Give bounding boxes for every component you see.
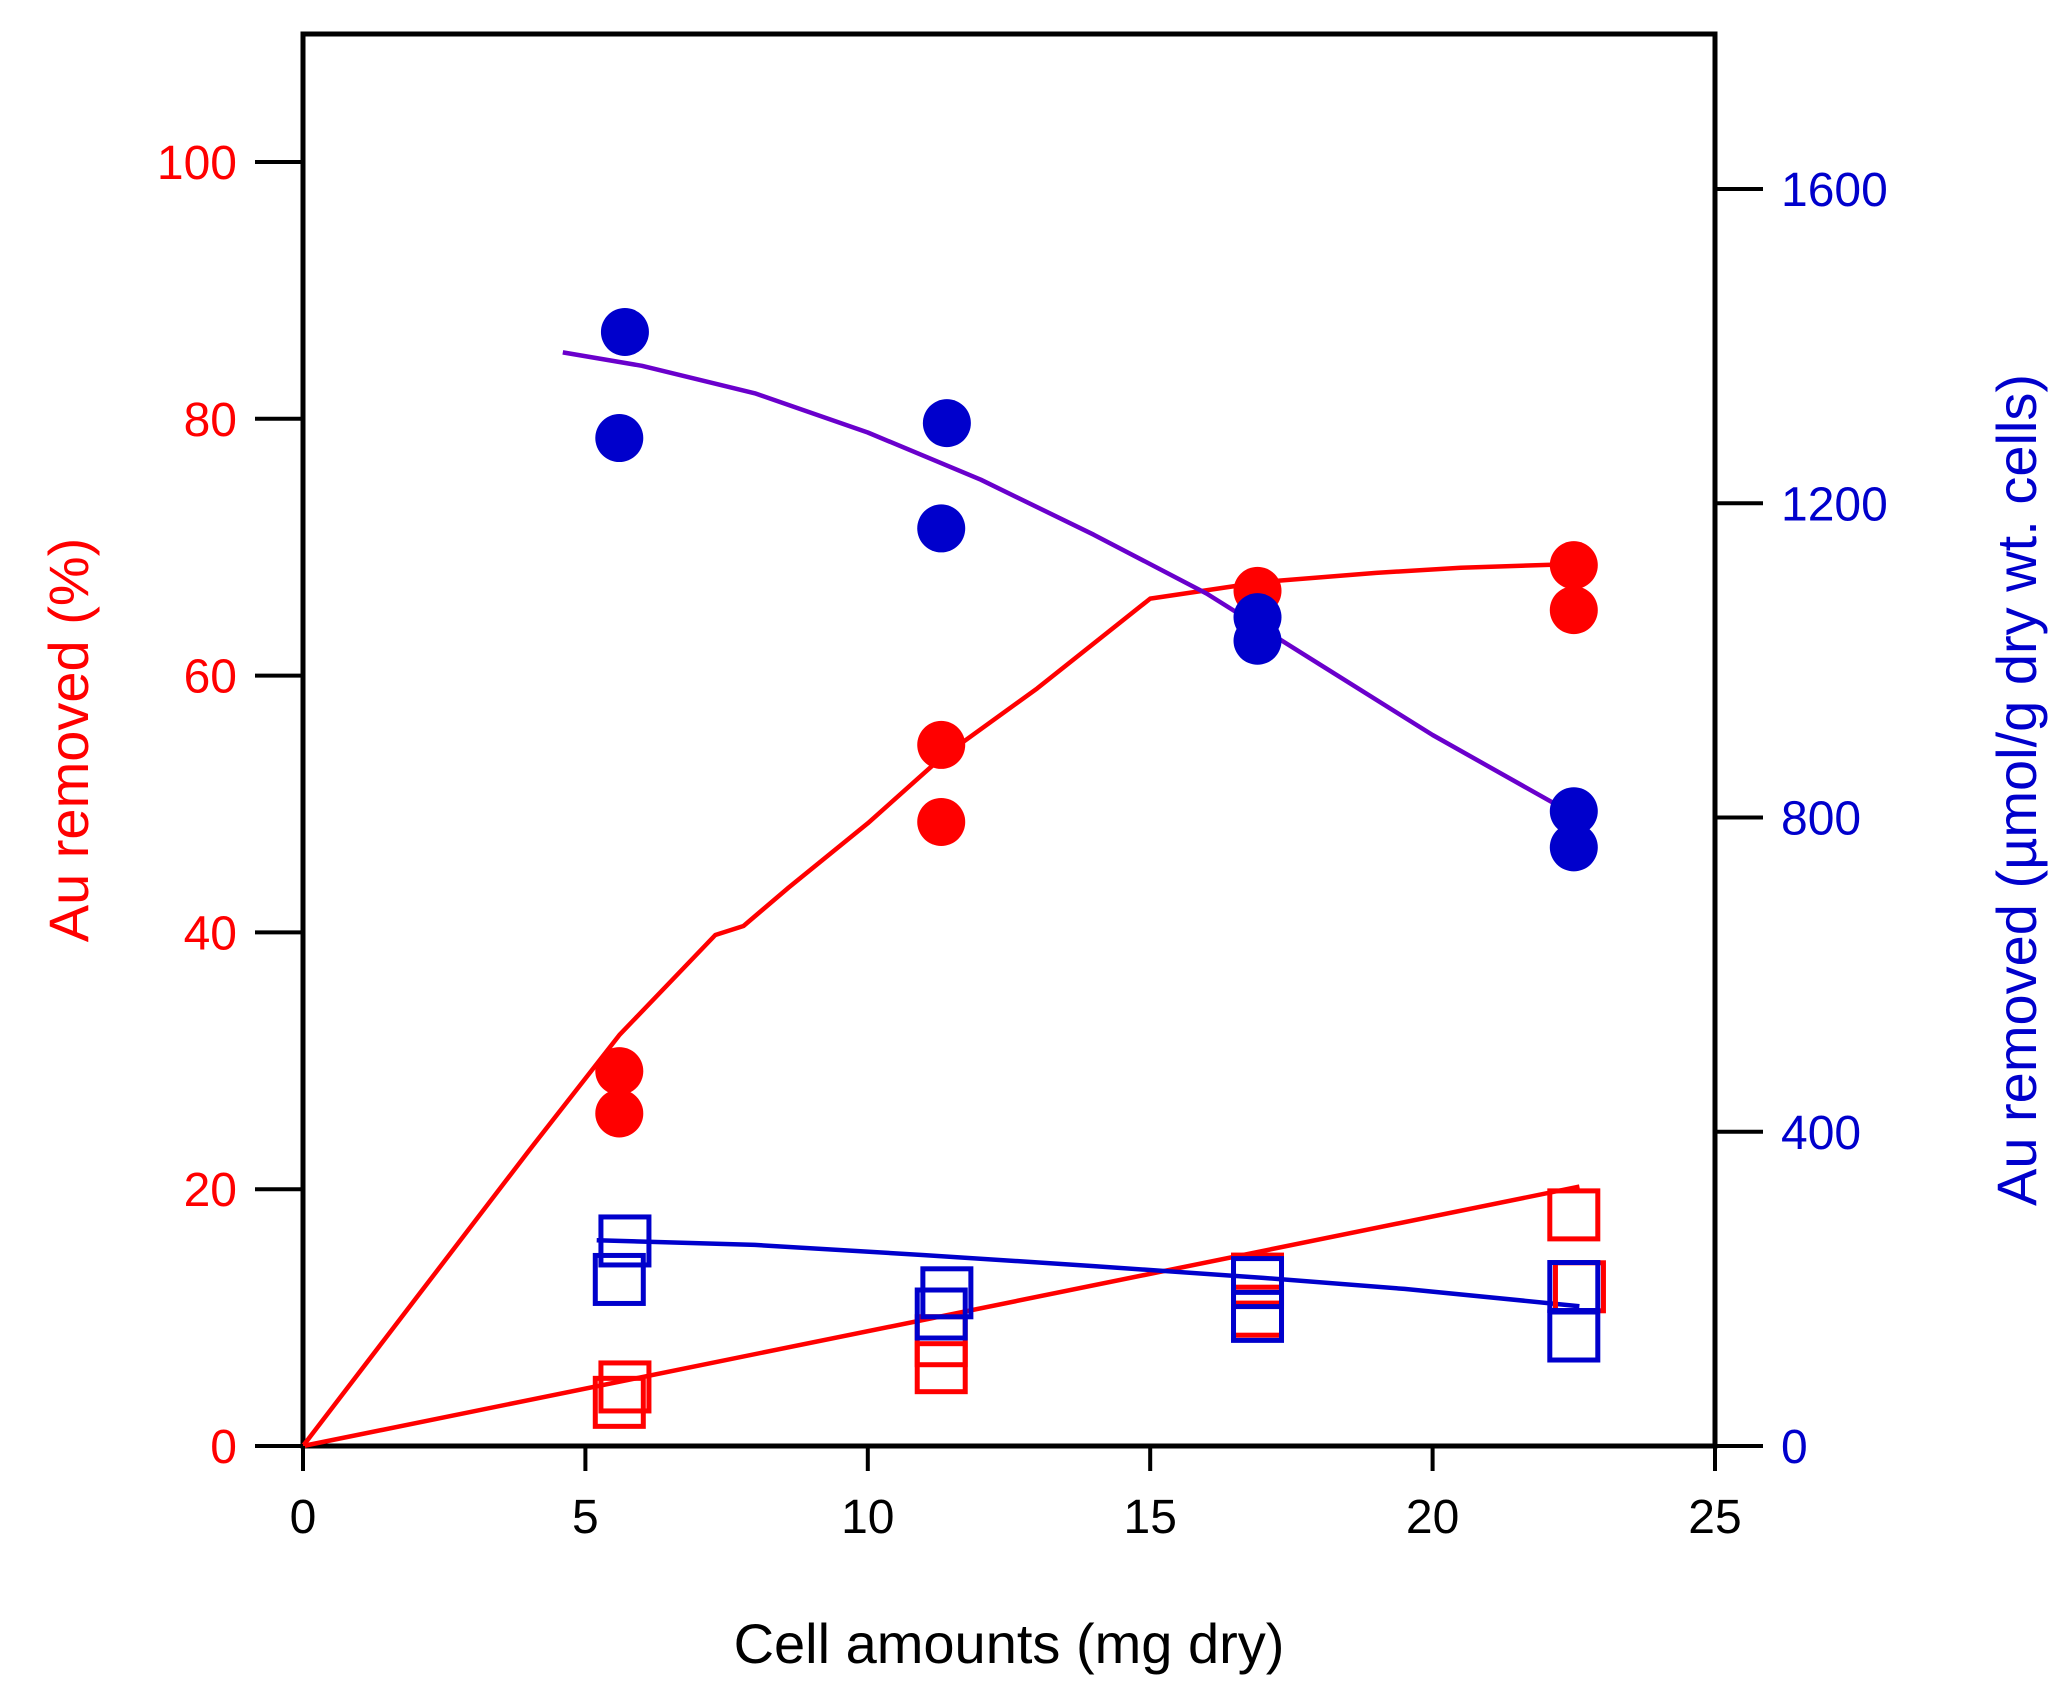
x-tick-label: 5 bbox=[572, 1491, 599, 1544]
data-point-square bbox=[598, 1360, 652, 1414]
data-point-square bbox=[1547, 1309, 1601, 1363]
data-point-square bbox=[914, 1287, 968, 1341]
axes: 0 5 10 15 20 25 0 20 40 60 80 100 0 400 800 1200 1600 bbox=[157, 137, 1888, 1544]
y-right-tick-label: 800 bbox=[1781, 793, 1861, 846]
data-point-circle bbox=[595, 1047, 644, 1096]
data-point-circle bbox=[917, 797, 966, 846]
y-left-tick-label: 40 bbox=[184, 907, 237, 960]
data-point-square bbox=[920, 1266, 974, 1320]
data-point-square bbox=[1547, 1188, 1601, 1242]
y-right-tick-label: 0 bbox=[1781, 1421, 1808, 1474]
data-point-square bbox=[592, 1375, 646, 1429]
data-point-circle bbox=[1549, 823, 1598, 872]
data-point-square bbox=[914, 1314, 968, 1368]
x-tick-label: 0 bbox=[290, 1491, 317, 1544]
fit-line-4 bbox=[301, 561, 1580, 1448]
y-left-tick-label: 0 bbox=[210, 1421, 237, 1474]
data-point-square bbox=[1231, 1256, 1285, 1310]
fit-lines bbox=[301, 350, 1580, 1449]
data-point-circle bbox=[600, 307, 649, 356]
data-point-circle bbox=[1549, 787, 1598, 836]
y-left-tick-label: 20 bbox=[184, 1164, 237, 1217]
data-point-circle bbox=[1233, 616, 1282, 665]
y-right-tick-label: 1200 bbox=[1781, 478, 1888, 531]
y-left-axis-title: Au removed (%) bbox=[37, 538, 100, 943]
x-tick-label: 25 bbox=[1688, 1491, 1741, 1544]
data-point-circle bbox=[917, 720, 966, 769]
data-point-square bbox=[1231, 1289, 1285, 1343]
fit-line-7 bbox=[596, 1237, 1580, 1309]
data-point-circle bbox=[1549, 541, 1598, 590]
y-left-tick-label: 80 bbox=[184, 394, 237, 447]
data-markers bbox=[592, 307, 1606, 1429]
data-point-square bbox=[914, 1341, 968, 1395]
data-point-square bbox=[598, 1214, 652, 1268]
data-point-circle bbox=[595, 414, 644, 463]
x-tick-label: 20 bbox=[1406, 1491, 1459, 1544]
x-tick-label: 10 bbox=[841, 1491, 894, 1544]
y-right-axis-title: Au removed (µmol/g dry wt. cells) bbox=[1985, 374, 2048, 1206]
y-right-tick-label: 400 bbox=[1781, 1107, 1861, 1160]
data-point-circle bbox=[917, 504, 966, 553]
y-right-tick-label: 1600 bbox=[1781, 164, 1888, 217]
data-point-square bbox=[592, 1252, 646, 1306]
y-left-tick-label: 100 bbox=[157, 137, 237, 190]
fit-line-6 bbox=[562, 350, 1564, 811]
data-point-circle bbox=[595, 1089, 644, 1138]
data-point-circle bbox=[922, 399, 971, 448]
x-tick-label: 15 bbox=[1124, 1491, 1177, 1544]
plot-frame bbox=[300, 31, 1718, 1449]
y-left-tick-label: 60 bbox=[184, 651, 237, 704]
data-point-circle bbox=[1549, 586, 1598, 635]
x-axis-title: Cell amounts (mg dry) bbox=[734, 1612, 1285, 1675]
